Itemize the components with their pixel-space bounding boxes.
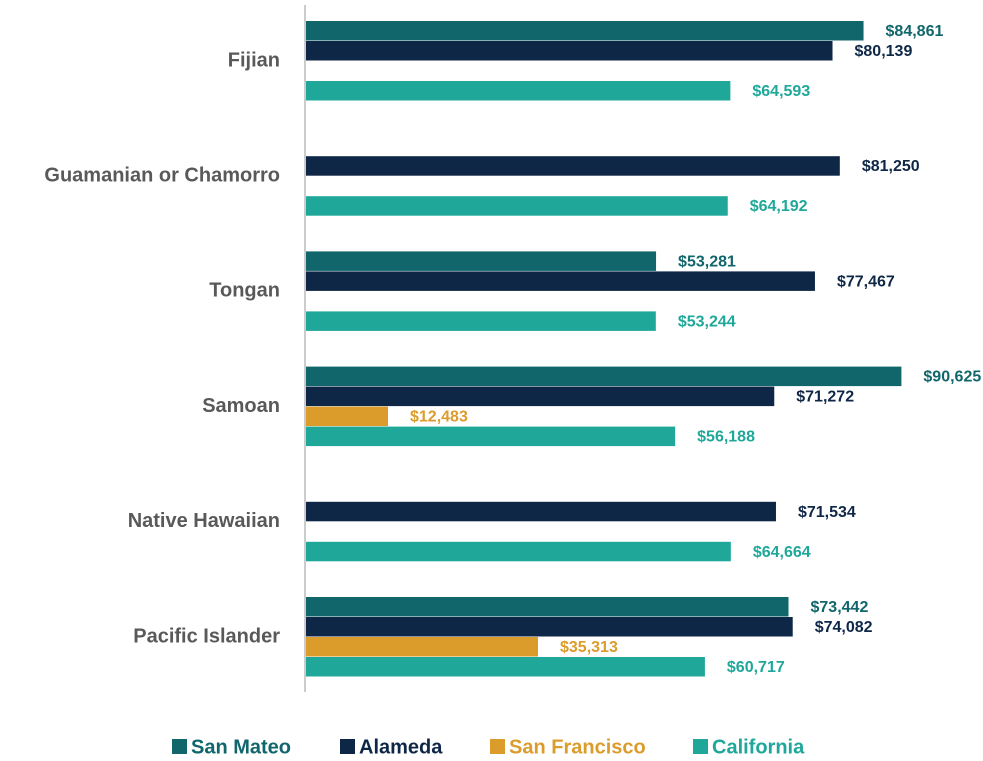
bar: [306, 366, 902, 387]
category-label: Tongan: [209, 280, 280, 302]
value-label: $84,861: [886, 23, 944, 40]
bar: [306, 21, 864, 41]
bar: [306, 41, 833, 61]
category-label: Native Hawaiian: [128, 510, 280, 532]
value-label: $35,313: [560, 639, 618, 656]
legend-label: Alameda: [359, 736, 443, 758]
bar: [306, 406, 389, 427]
value-label: $71,534: [798, 504, 856, 521]
bar: [306, 386, 775, 407]
category-label: Samoan: [202, 395, 280, 417]
value-label: $80,139: [855, 43, 913, 60]
bar: [306, 271, 815, 291]
value-label: $64,192: [750, 198, 808, 215]
legend-swatch: [490, 739, 505, 754]
value-label: $90,625: [923, 369, 981, 386]
bar: [306, 501, 776, 522]
bar: [306, 597, 789, 617]
value-label: $12,483: [410, 409, 468, 426]
value-label: $71,272: [796, 389, 854, 406]
legend-swatch: [172, 739, 187, 754]
bar: [306, 251, 657, 271]
legend-label: San Mateo: [191, 736, 291, 758]
value-label: $56,188: [697, 429, 755, 446]
value-label: $53,244: [678, 313, 736, 330]
bar: [306, 426, 676, 447]
bar: [306, 196, 728, 216]
category-label: Guamanian or Chamorro: [44, 164, 280, 186]
value-label: $64,664: [753, 544, 811, 561]
legend-swatch: [340, 739, 355, 754]
value-label: $73,442: [811, 599, 869, 616]
value-label: $74,082: [815, 619, 873, 636]
bar: [306, 617, 793, 637]
bar: [306, 311, 656, 331]
bar: [306, 637, 539, 657]
legend-label: San Francisco: [509, 736, 646, 758]
value-label: $81,250: [862, 158, 920, 175]
value-label: $53,281: [678, 253, 736, 270]
category-label: Fijian: [228, 49, 280, 71]
category-label: Pacific Islander: [133, 625, 280, 647]
bar: [306, 541, 731, 562]
legend-label: California: [712, 736, 805, 758]
bar: [306, 657, 705, 677]
legend-swatch: [693, 739, 708, 754]
value-label: $64,593: [752, 83, 810, 100]
value-label: $60,717: [727, 659, 785, 676]
bar: [306, 156, 840, 176]
bar: [306, 81, 731, 101]
value-label: $77,467: [837, 273, 895, 290]
